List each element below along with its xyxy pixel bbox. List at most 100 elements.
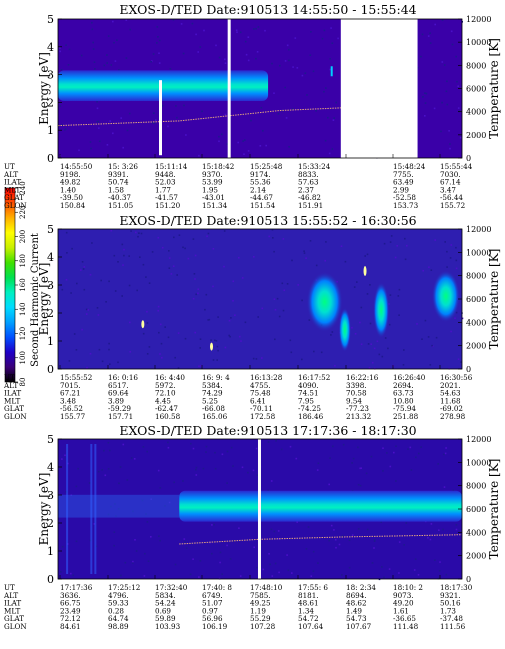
noise-speckle <box>256 566 258 569</box>
noise-speckle <box>450 330 452 333</box>
noise-speckle <box>126 479 129 481</box>
noise-speckle <box>395 480 397 482</box>
noise-speckle <box>167 441 169 444</box>
noise-speckle <box>406 244 408 247</box>
noise-speckle <box>110 229 113 232</box>
noise-speckle <box>160 342 163 345</box>
noise-speckle <box>257 26 260 28</box>
noise-speckle <box>146 450 148 453</box>
noise-speckle <box>83 266 86 268</box>
noise-speckle <box>388 568 391 570</box>
y-tick-label: 0 <box>47 363 54 376</box>
noise-speckle <box>335 546 337 549</box>
noise-speckle <box>398 541 401 543</box>
orbit-value: -41.57 <box>155 193 178 202</box>
orbit-value: 1.58 <box>108 185 124 194</box>
noise-speckle <box>176 274 178 276</box>
noise-speckle <box>226 143 229 145</box>
noise-speckle <box>369 322 372 325</box>
noise-speckle <box>110 64 113 66</box>
plasma-spot <box>330 66 333 77</box>
orbit-value: 67.21 <box>60 389 81 398</box>
noise-speckle <box>261 307 264 310</box>
noise-speckle <box>459 136 462 139</box>
noise-speckle <box>428 266 430 268</box>
orbit-value: 10.80 <box>393 396 414 405</box>
noise-speckle <box>61 545 64 548</box>
noise-speckle <box>441 61 444 63</box>
noise-speckle <box>292 66 294 68</box>
orbit-value: 4755. <box>250 381 271 390</box>
y2-tick-label: 2000 <box>466 342 486 351</box>
noise-speckle <box>348 566 351 569</box>
noise-speckle <box>414 558 417 560</box>
orbit-value: 155.72 <box>440 201 465 210</box>
noise-speckle <box>184 337 187 340</box>
noise-speckle <box>351 326 353 329</box>
noise-speckle <box>100 279 102 282</box>
noise-speckle <box>109 363 111 365</box>
noise-speckle <box>146 310 148 313</box>
noise-speckle <box>198 576 200 578</box>
noise-speckle <box>288 48 290 51</box>
noise-speckle <box>291 572 293 574</box>
noise-speckle <box>98 140 101 143</box>
noise-speckle <box>135 550 138 552</box>
noise-speckle <box>205 445 208 448</box>
noise-speckle <box>86 366 88 369</box>
orbit-value: 52.03 <box>155 178 176 187</box>
noise-speckle <box>96 107 99 110</box>
noise-speckle <box>114 290 117 292</box>
noise-speckle <box>430 523 433 525</box>
noise-speckle <box>120 574 122 577</box>
orbit-value: -40.37 <box>108 193 131 202</box>
noise-speckle <box>461 317 464 320</box>
noise-speckle <box>90 147 92 150</box>
y-tick-label: 5 <box>47 223 54 236</box>
noise-speckle <box>59 47 61 49</box>
noise-speckle <box>172 19 175 21</box>
noise-speckle <box>387 347 389 350</box>
orbit-value: 2021. <box>440 381 461 390</box>
noise-speckle <box>429 538 432 541</box>
noise-speckle <box>286 554 288 556</box>
noise-speckle <box>81 261 84 263</box>
noise-speckle <box>337 37 339 40</box>
noise-speckle <box>98 127 100 129</box>
noise-speckle <box>144 552 146 555</box>
orbit-value: 72.12 <box>60 614 81 623</box>
noise-speckle <box>445 573 448 576</box>
noise-speckle <box>370 343 372 345</box>
y-axis-label: Energy [eV] <box>37 52 51 125</box>
noise-speckle <box>288 146 290 148</box>
noise-speckle <box>216 359 218 361</box>
noise-speckle <box>328 539 330 542</box>
noise-speckle <box>271 229 274 231</box>
noise-speckle <box>360 467 362 469</box>
y2-tick-label: 8000 <box>466 272 486 281</box>
plasma-feature <box>306 271 343 332</box>
noise-speckle <box>369 284 371 286</box>
noise-speckle <box>121 243 124 246</box>
noise-speckle <box>223 265 225 268</box>
orbit-value: -59.29 <box>108 404 131 413</box>
orbit-row-label: MLT <box>4 396 21 405</box>
noise-speckle <box>364 255 366 257</box>
noise-speckle <box>297 284 299 286</box>
colorbar-tick-label: 220 <box>19 206 27 219</box>
orbit-value: 1.95 <box>202 185 218 194</box>
noise-speckle <box>325 87 327 89</box>
noise-speckle <box>230 317 232 319</box>
noise-speckle <box>116 39 118 41</box>
orbit-row-label: ILAT <box>4 599 21 608</box>
noise-speckle <box>157 36 159 38</box>
noise-speckle <box>94 68 96 70</box>
noise-speckle <box>371 361 374 364</box>
y2-tick-label: 12000 <box>466 435 491 444</box>
noise-speckle <box>182 52 185 55</box>
orbit-value: 54.24 <box>155 599 176 608</box>
noise-speckle <box>128 255 130 257</box>
noise-speckle <box>183 538 186 540</box>
noise-speckle <box>123 254 125 257</box>
noise-speckle <box>267 489 269 492</box>
